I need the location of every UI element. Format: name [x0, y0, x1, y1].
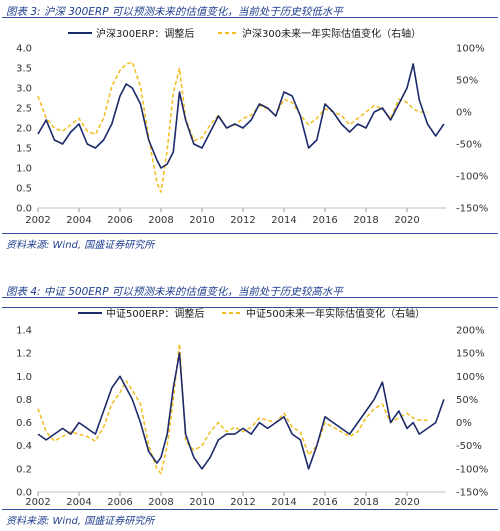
x-tick-label: 2004 [66, 497, 91, 508]
x-tick-label: 2008 [148, 497, 173, 508]
y-left-tick-label: 1.0 [16, 164, 32, 175]
x-tick-label: 2020 [394, 497, 419, 508]
legend-label-valuation: 沪深300未来一年实际估值变化（右轴） [242, 27, 421, 40]
series-line-valuation-change [37, 343, 428, 475]
x-tick-label: 2008 [148, 215, 173, 226]
x-tick-label: 2006 [107, 497, 132, 508]
y-left-tick-label: 0.6 [16, 418, 32, 429]
y-left-tick-label: 2.5 [16, 104, 32, 115]
y-left-tick-label: 1.5 [16, 144, 32, 155]
x-tick-label: 2020 [394, 215, 419, 226]
title-rule [2, 17, 498, 18]
title-rule [2, 297, 498, 298]
y-left-tick-label: 2.0 [16, 124, 32, 135]
series-line-valuation-change [37, 61, 428, 193]
hs300-erp-chart: 沪深300ERP：调整后 沪深300未来一年实际估值变化（右轴） 0.0 0.5 1.0… [16, 27, 488, 226]
x-tick-label: 2018 [353, 497, 378, 508]
chart-panel-csi500: 图表 4: 中证 500ERP 可以预测未来的估值变化，当前处于历史较高水平 中… [0, 262, 500, 531]
x-tick-label: 2002 [25, 215, 50, 226]
source-note: 资料来源: Wind, 国盛证券研究所 [6, 240, 155, 251]
x-tick-label: 2014 [271, 497, 296, 508]
y-left-tick-label: 1.4 [16, 326, 32, 337]
csi500-erp-chart: 中证500ERP：调整后 中证500未来一年实际估值变化（右轴） 0.0 0.2 0.4… [16, 307, 488, 508]
y-right-tick-label: 100% [456, 372, 485, 383]
legend-label-erp: 中证500ERP：调整后 [106, 307, 204, 320]
source-rule [2, 233, 498, 234]
x-tick-label: 2012 [230, 497, 255, 508]
x-tick-label: 2002 [25, 497, 50, 508]
legend-label-valuation: 中证500未来一年实际估值变化（右轴） [246, 307, 425, 320]
figure-title: 图表 3: 沪深 300ERP 可以预测未来的估值变化，当前处于历史较低水平 [6, 6, 343, 18]
legend-label-erp: 沪深300ERP：调整后 [96, 27, 194, 40]
y-right-tick-label: 50% [456, 395, 478, 406]
y-right-tick-label: -100% [456, 464, 488, 475]
y-left-tick-label: 0.2 [16, 464, 32, 475]
y-left-tick-label: 1.0 [16, 372, 32, 383]
x-tick-label: 2006 [107, 215, 132, 226]
y-right-tick-label: -150% [456, 488, 488, 499]
y-left-tick-label: 4.0 [16, 44, 32, 55]
x-tick-label: 2018 [353, 215, 378, 226]
y-left-tick-label: 0.5 [16, 184, 32, 195]
y-left-tick-label: 0.8 [16, 395, 32, 406]
y-right-tick-label: 100% [456, 44, 485, 55]
y-left-tick-label: 1.2 [16, 349, 32, 360]
y-left-tick-label: 0.0 [16, 204, 32, 215]
y-right-tick-label: 150% [456, 349, 485, 360]
y-right-tick-label: -100% [456, 172, 488, 183]
x-tick-label: 2010 [189, 497, 214, 508]
x-tick-label: 2016 [312, 497, 337, 508]
x-tick-label: 2014 [271, 215, 296, 226]
y-right-tick-label: 50% [456, 76, 478, 87]
y-right-tick-label: 0% [456, 418, 472, 429]
y-left-tick-label: 0.0 [16, 488, 32, 499]
x-tick-label: 2010 [189, 215, 214, 226]
chart-panel-hs300: 图表 3: 沪深 300ERP 可以预测未来的估值变化，当前处于历史较低水平 沪… [0, 0, 500, 262]
series-line-erp [37, 352, 445, 470]
x-tick-label: 2012 [230, 215, 255, 226]
x-tick-label: 2004 [66, 215, 91, 226]
y-right-tick-label: -150% [456, 204, 488, 215]
y-left-tick-label: 3.5 [16, 64, 32, 75]
y-left-tick-label: 3.0 [16, 84, 32, 95]
y-right-tick-label: -50% [456, 140, 482, 151]
series-line-erp [37, 63, 445, 169]
y-right-tick-label: -50% [456, 441, 482, 452]
y-left-tick-label: 0.4 [16, 441, 32, 452]
x-tick-label: 2016 [312, 215, 337, 226]
y-right-tick-label: 0% [456, 108, 472, 119]
figure-title: 图表 4: 中证 500ERP 可以预测未来的估值变化，当前处于历史较高水平 [6, 286, 343, 298]
source-rule [2, 509, 498, 510]
legend-rule [2, 307, 498, 308]
y-right-tick-label: 200% [456, 326, 485, 337]
source-note: 资料来源: Wind, 国盛证券研究所 [6, 516, 155, 527]
